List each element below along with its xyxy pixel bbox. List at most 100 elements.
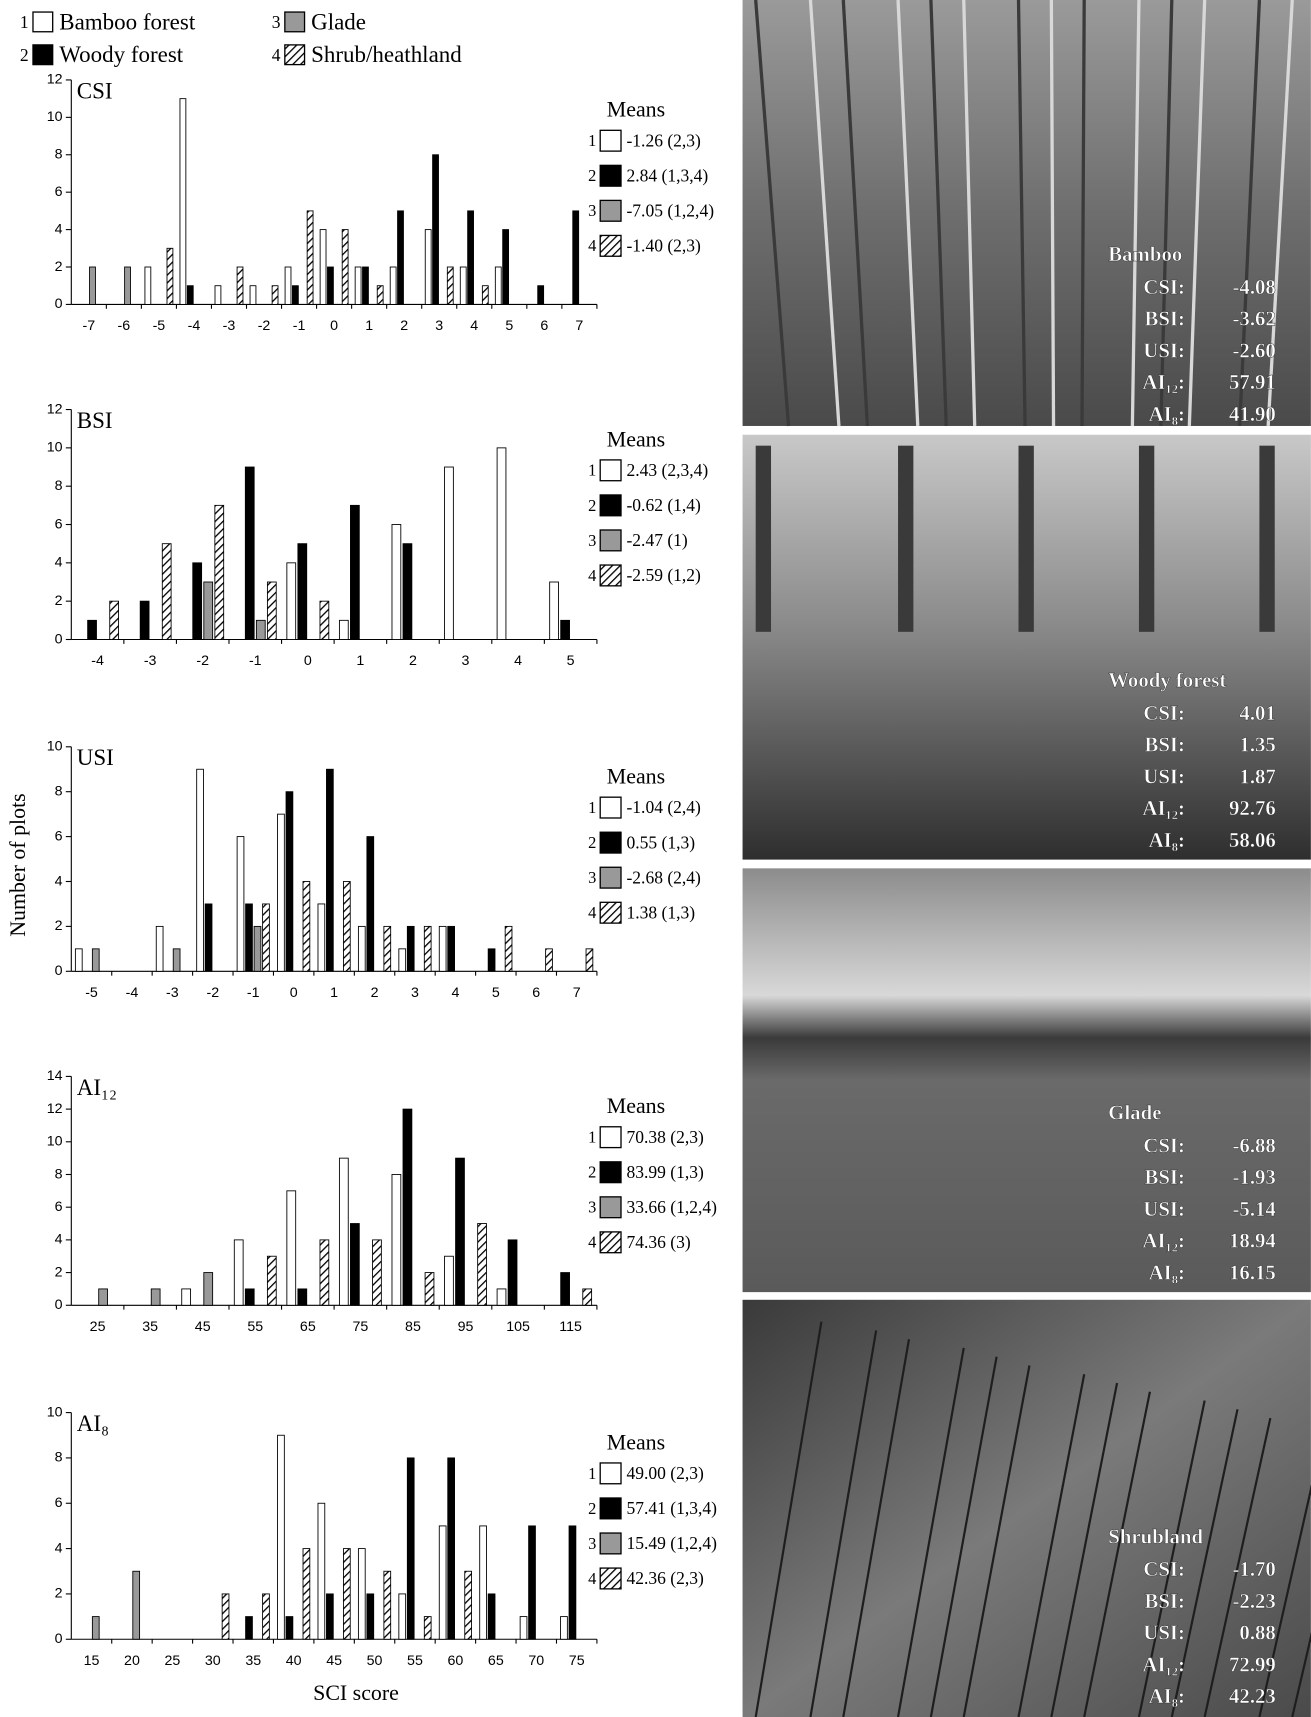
- figure: Number of plots SCI score BambooCSI:-4.0…: [0, 0, 1311, 1717]
- x-tick-label: 75: [352, 1319, 368, 1335]
- bar: [529, 1526, 536, 1639]
- means-swatch: [600, 460, 621, 481]
- means-title: Means: [607, 1093, 665, 1118]
- means-label: 57.41 (1,3,4): [626, 1498, 717, 1518]
- means-label: -2.59 (1,2): [626, 565, 701, 585]
- y-tick-label: 4: [55, 555, 63, 571]
- bar: [407, 926, 414, 971]
- bar: [503, 230, 509, 305]
- photo-stat-label: BSI:: [1144, 308, 1184, 331]
- bar: [550, 582, 559, 639]
- bar: [237, 837, 244, 972]
- y-tick-label: 6: [55, 1495, 63, 1511]
- photo-stat-label: CSI:: [1143, 1134, 1185, 1157]
- means-number: 3: [588, 1534, 596, 1553]
- x-tick-label: 1: [365, 318, 373, 334]
- means-swatch: [600, 1533, 621, 1554]
- bar: [439, 1526, 446, 1639]
- photo-stat-value: -2.23: [1233, 1590, 1276, 1613]
- bar: [193, 563, 202, 640]
- y-tick-label: 4: [55, 221, 63, 237]
- photo-stat-label: AI₁₂:: [1142, 371, 1185, 394]
- photo-stat-value: -6.88: [1233, 1134, 1276, 1157]
- means-label: 2.43 (2,3,4): [626, 460, 708, 480]
- photo-stat-label: USI:: [1143, 1622, 1185, 1645]
- bar: [173, 949, 180, 971]
- bar: [285, 267, 291, 304]
- chart-title: BSI: [77, 408, 113, 433]
- x-tick-label: -3: [223, 318, 236, 334]
- photo-stat-label: USI:: [1143, 1198, 1185, 1221]
- bar: [145, 267, 151, 304]
- chart-title: AI₈: [77, 1411, 109, 1436]
- y-tick-label: 0: [55, 963, 63, 979]
- y-tick-label: 10: [47, 1134, 63, 1150]
- y-tick-label: 8: [55, 147, 63, 163]
- bar: [205, 904, 212, 971]
- y-tick-label: 0: [55, 1631, 63, 1647]
- x-tick-label: 0: [330, 318, 338, 334]
- y-tick-label: 4: [55, 873, 63, 889]
- bar: [326, 1594, 333, 1639]
- x-tick-label: 3: [411, 985, 419, 1001]
- photo: [743, 1300, 1311, 1717]
- bar: [538, 286, 544, 305]
- bar: [180, 99, 186, 305]
- photo-title: Glade: [1108, 1102, 1161, 1125]
- x-tick-label: 70: [528, 1653, 544, 1669]
- photo-stat-label: AI₁₂:: [1142, 1653, 1185, 1676]
- bar: [320, 230, 326, 305]
- x-tick-label: 65: [488, 1653, 504, 1669]
- bar: [287, 563, 296, 640]
- bar: [318, 904, 325, 971]
- chart-title: CSI: [77, 78, 113, 103]
- photo-stat-label: AI₁₂:: [1142, 797, 1185, 820]
- means-number: 1: [588, 1128, 596, 1147]
- bar: [245, 467, 254, 639]
- means-label: 42.36 (2,3): [626, 1568, 704, 1588]
- y-tick-label: 2: [55, 1586, 63, 1602]
- bar: [358, 1549, 365, 1640]
- x-tick-label: -3: [166, 985, 179, 1001]
- bar: [488, 1594, 495, 1639]
- photo-stat-value: -4.08: [1233, 276, 1276, 299]
- bar: [162, 544, 171, 640]
- x-tick-label: 4: [470, 318, 478, 334]
- bar: [303, 881, 310, 971]
- means-label: -1.04 (2,4): [626, 797, 701, 817]
- photo-stat-label: AI₈:: [1149, 829, 1185, 852]
- x-tick-label: -6: [118, 318, 131, 334]
- y-tick-label: 0: [55, 631, 63, 647]
- x-tick-label: 5: [567, 653, 575, 669]
- y-tick-label: 6: [55, 516, 63, 532]
- bar: [573, 211, 579, 305]
- bar: [350, 505, 359, 639]
- bar: [318, 1503, 325, 1639]
- x-tick-label: 60: [447, 1653, 463, 1669]
- photo-stat-value: 1.87: [1239, 765, 1275, 788]
- means-number: 3: [588, 868, 596, 887]
- legend-swatch: [33, 12, 53, 32]
- x-tick-label: 6: [540, 318, 548, 334]
- bar: [246, 904, 253, 971]
- x-tick-label: 3: [462, 653, 470, 669]
- photo-stat-value: -5.14: [1233, 1198, 1277, 1221]
- photo-stat-label: CSI:: [1143, 276, 1185, 299]
- bar: [478, 1224, 487, 1306]
- bar: [439, 926, 446, 971]
- bar: [403, 1109, 412, 1305]
- means-title: Means: [607, 97, 665, 122]
- bar: [320, 1240, 329, 1305]
- bar: [358, 926, 365, 971]
- bar: [488, 949, 495, 971]
- means-title: Means: [607, 764, 665, 789]
- bar: [245, 1289, 254, 1305]
- bar: [99, 1289, 108, 1305]
- means-label: 70.38 (2,3): [626, 1127, 704, 1147]
- x-tick-label: 25: [90, 1319, 106, 1335]
- x-tick-label: 6: [532, 985, 540, 1001]
- means-label: 33.66 (1,2,4): [626, 1197, 717, 1217]
- legend-label: Bamboo forest: [59, 9, 196, 34]
- legend-swatch: [33, 45, 53, 65]
- means-label: 74.36 (3): [626, 1232, 690, 1252]
